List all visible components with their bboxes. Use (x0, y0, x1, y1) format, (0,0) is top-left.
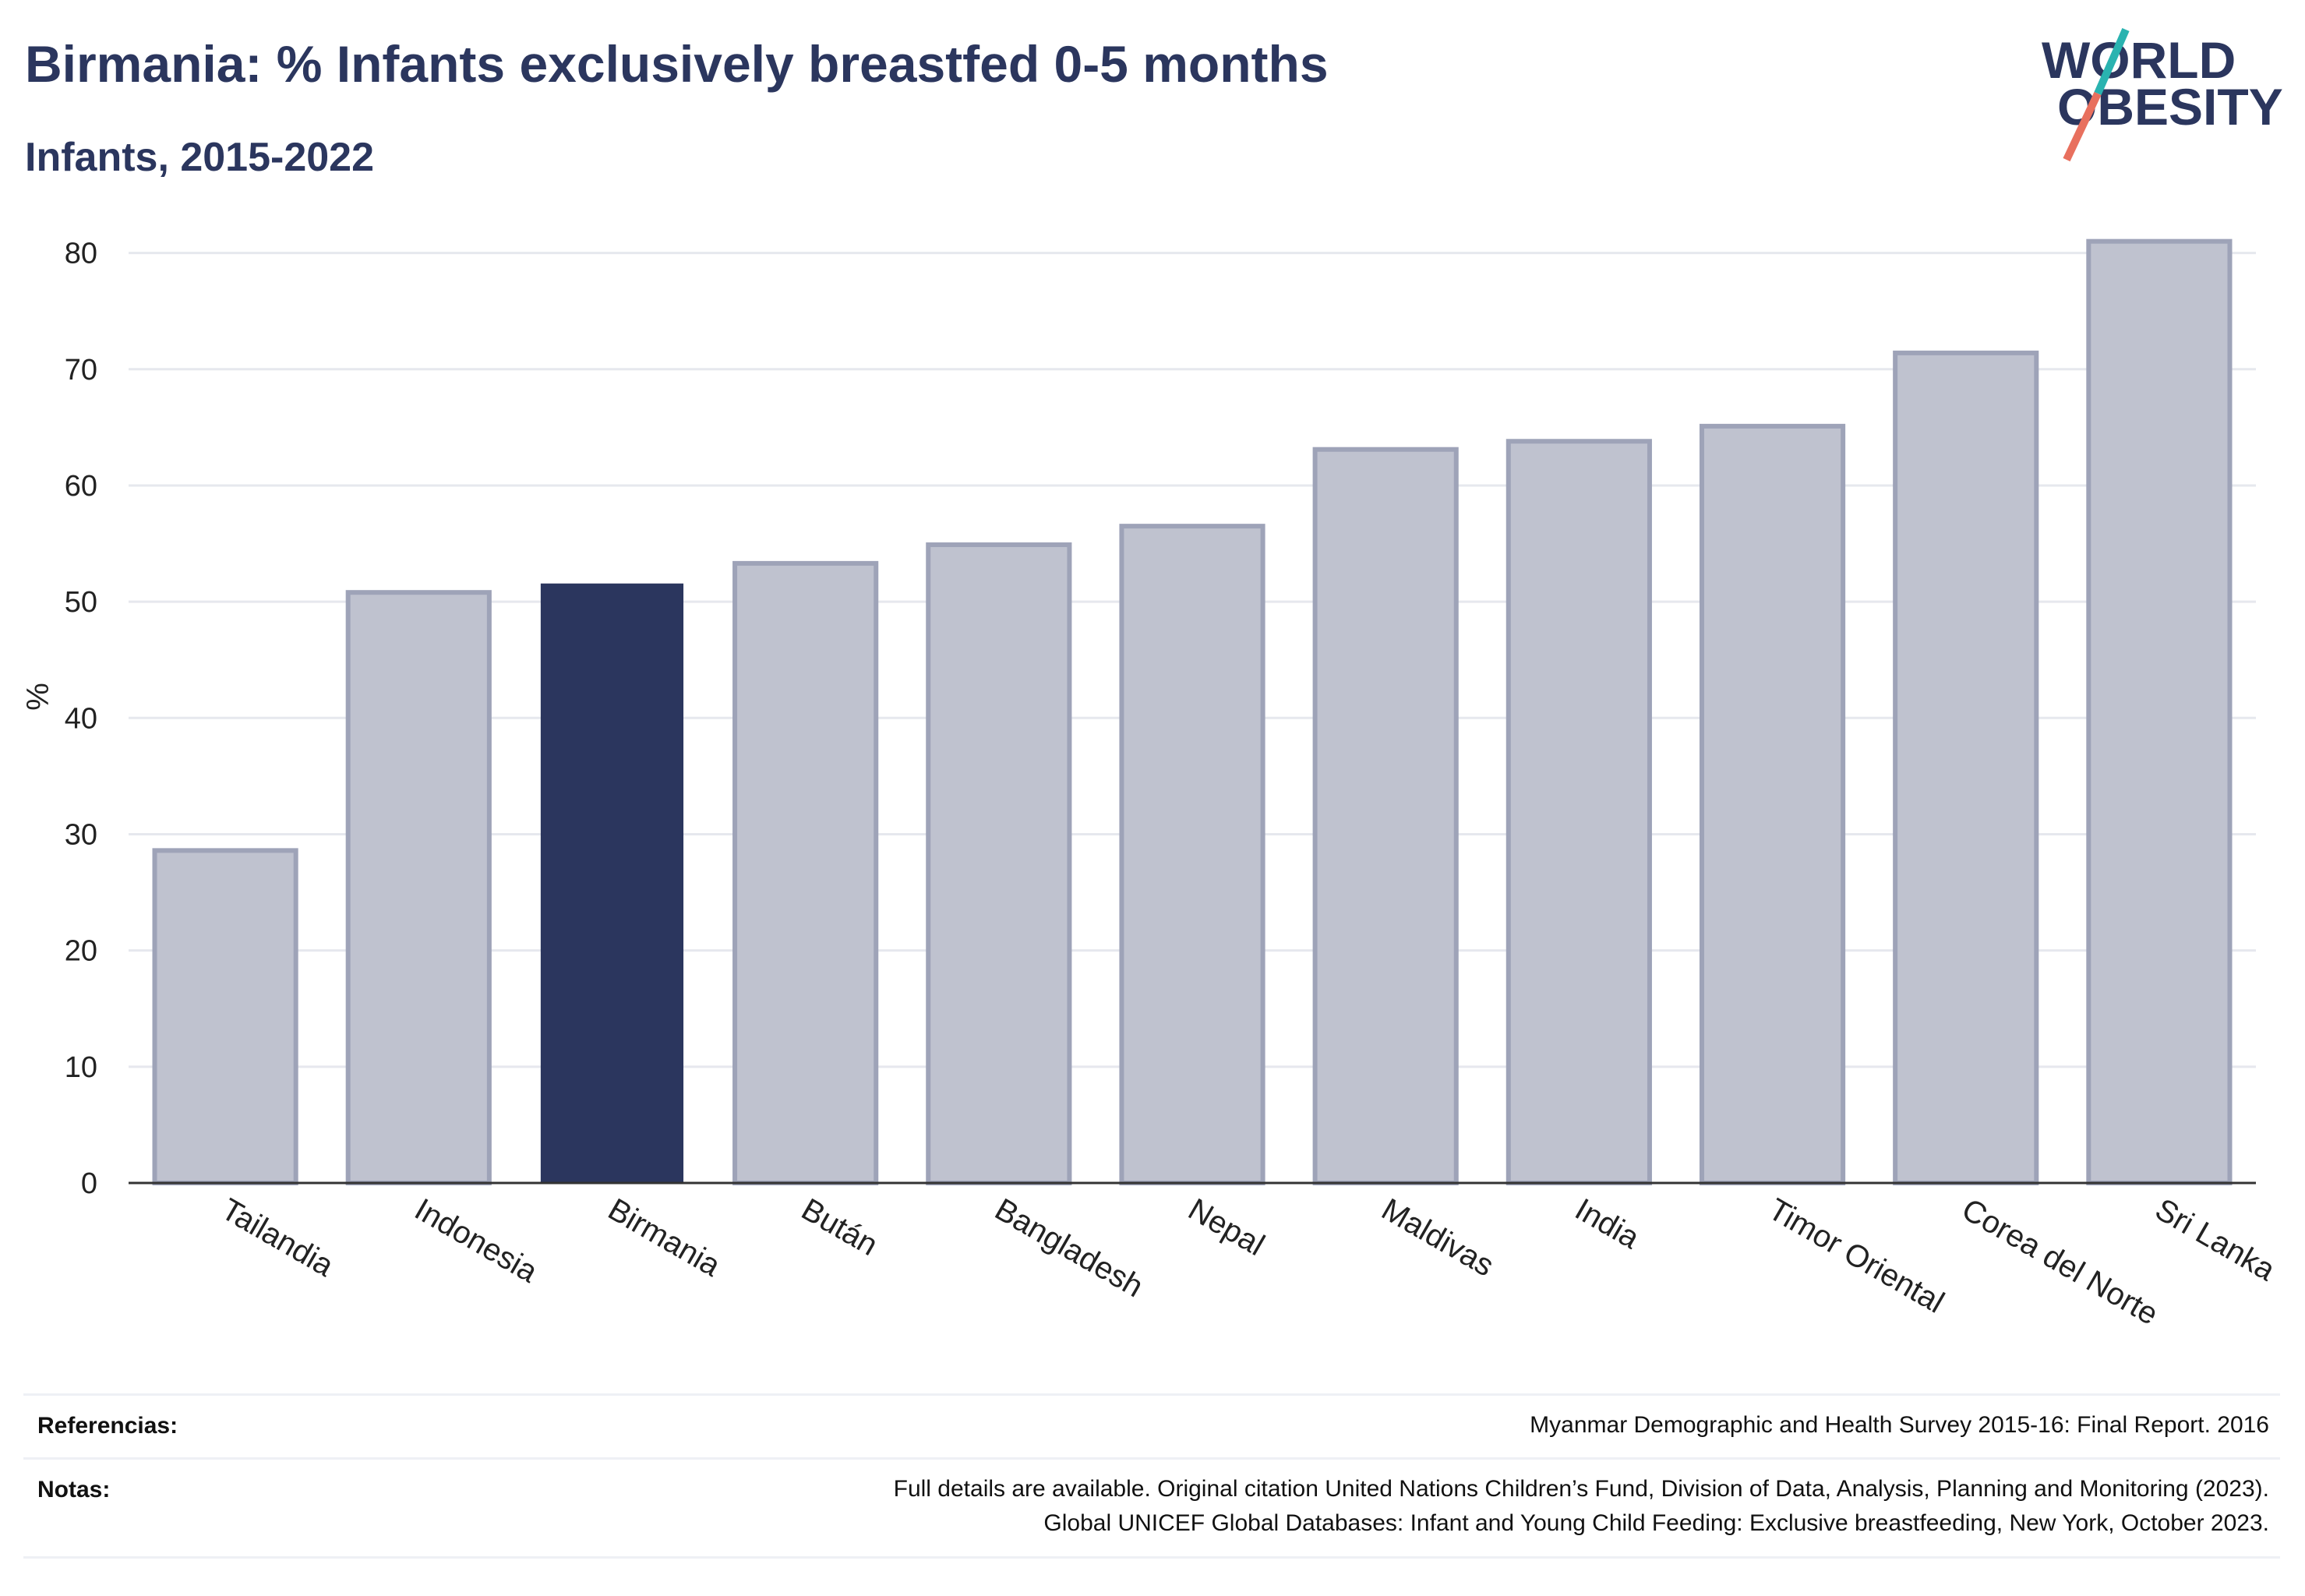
bar-india[interactable] (1505, 439, 1652, 1185)
x-tick-label: Tailandia (216, 1192, 340, 1284)
y-tick-label: 20 (65, 935, 97, 968)
notes-line-2: Global UNICEF Global Databases: Infant a… (1043, 1510, 2269, 1536)
footer-notes-row: Notas: Full details are available. Origi… (23, 1457, 2280, 1559)
x-tick-label: Sri Lanka (2149, 1192, 2281, 1288)
bar-tailandia[interactable] (152, 848, 298, 1186)
notes-label: Notas: (37, 1477, 111, 1502)
world-obesity-logo: WORLD OBESITY (2042, 27, 2283, 162)
y-tick-label: 50 (65, 586, 97, 619)
logo-word-world: WORLD (2042, 31, 2236, 89)
y-tick-label: 10 (65, 1051, 97, 1084)
chart-title: Birmania: % Infants exclusively breastfe… (25, 35, 1329, 93)
y-axis-label: % (21, 683, 55, 711)
x-tick-label: Bután (796, 1192, 884, 1262)
bar-corea-del-norte[interactable] (1893, 350, 2039, 1185)
y-tick-label: 60 (65, 470, 97, 503)
logo-slash-teal (2094, 27, 2130, 96)
footer-references-row: Referencias: Myanmar Demographic and Hea… (23, 1393, 2280, 1460)
x-tick-label: Nepal (1183, 1192, 1271, 1262)
bar-sri-lanka[interactable] (2086, 238, 2233, 1186)
bars (152, 238, 2233, 1186)
y-tick-label: 70 (65, 354, 97, 387)
x-tick-label: Bangladesh (989, 1192, 1149, 1305)
chart-subtitle: Infants, 2015-2022 (25, 135, 375, 180)
x-tick-label: India (1569, 1192, 1646, 1256)
y-tick-label: 30 (65, 818, 97, 851)
bar-nepal[interactable] (1119, 524, 1265, 1185)
bar-bután[interactable] (732, 560, 879, 1185)
y-tick-label: 80 (65, 238, 97, 270)
logo-slash-coral (2063, 91, 2102, 162)
bar-timor-oriental[interactable] (1699, 423, 1846, 1185)
x-axis-ticks: Tailandia Indonesia Birmania Bután Banglades… (216, 1192, 2282, 1332)
y-axis-ticks: 0 10 20 30 40 50 60 70 80 (65, 238, 97, 1200)
x-tick-label: Birmania (602, 1192, 726, 1284)
references-text: Myanmar Demographic and Health Survey 20… (1530, 1412, 2269, 1438)
references-label: Referencias: (37, 1413, 178, 1439)
x-tick-label: Timor Oriental (1763, 1192, 1950, 1320)
y-tick-label: 0 (81, 1167, 97, 1200)
notes-text: Full details are available. Original cit… (894, 1472, 2269, 1541)
y-tick-label: 40 (65, 702, 97, 735)
bar-maldivas[interactable] (1312, 447, 1459, 1185)
bar-indonesia[interactable] (345, 590, 492, 1185)
notes-line-1: Full details are available. Original cit… (893, 1476, 2269, 1502)
bar-chart: 0 10 20 30 40 50 60 70 80 Tailandia Indonesia Birm… (21, 238, 2282, 1332)
bar-birmania[interactable] (540, 583, 684, 1184)
x-tick-label: Indonesia (409, 1192, 544, 1290)
x-tick-label: Maldivas (1376, 1192, 1500, 1284)
x-tick-label: Corea del Norte (1956, 1192, 2164, 1332)
bar-bangladesh[interactable] (926, 542, 1072, 1185)
